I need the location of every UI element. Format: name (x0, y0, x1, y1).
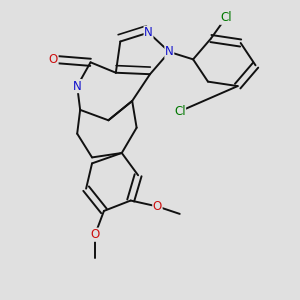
Text: O: O (90, 228, 100, 241)
Text: O: O (49, 53, 58, 66)
Text: N: N (73, 80, 82, 93)
Text: N: N (144, 26, 153, 39)
Text: Cl: Cl (174, 105, 185, 118)
Text: Cl: Cl (220, 11, 232, 24)
Text: N: N (165, 45, 174, 58)
Text: O: O (153, 200, 162, 213)
